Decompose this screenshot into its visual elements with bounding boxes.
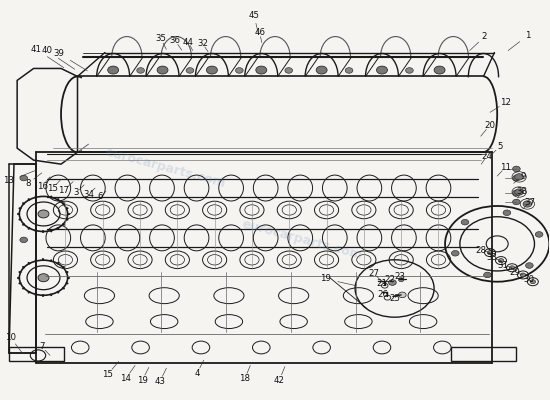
Circle shape	[235, 68, 243, 73]
Circle shape	[520, 273, 526, 277]
Circle shape	[513, 199, 520, 205]
Circle shape	[398, 278, 404, 282]
Text: 46: 46	[254, 28, 265, 37]
Text: 44: 44	[183, 38, 194, 47]
Text: 1: 1	[525, 31, 530, 40]
Text: 15: 15	[102, 370, 113, 379]
Circle shape	[515, 189, 524, 195]
Text: 9: 9	[520, 172, 526, 180]
Circle shape	[388, 280, 396, 285]
Circle shape	[515, 174, 524, 180]
Circle shape	[256, 66, 267, 74]
Text: 33: 33	[487, 253, 498, 262]
Text: 24: 24	[481, 152, 492, 161]
Text: 17: 17	[58, 186, 69, 195]
Circle shape	[483, 272, 491, 278]
Circle shape	[452, 250, 459, 256]
Text: 43: 43	[155, 377, 166, 386]
Circle shape	[285, 68, 293, 73]
Circle shape	[526, 263, 533, 268]
Circle shape	[20, 237, 28, 243]
Text: 38: 38	[516, 187, 527, 196]
Text: 26: 26	[377, 290, 388, 298]
Text: 32: 32	[197, 39, 208, 48]
Polygon shape	[9, 164, 36, 354]
Text: 35: 35	[156, 34, 167, 44]
Text: 41: 41	[31, 45, 42, 54]
Text: 37: 37	[524, 198, 535, 207]
Text: 19: 19	[137, 376, 147, 385]
Circle shape	[434, 66, 445, 74]
Circle shape	[377, 66, 387, 74]
Text: 18: 18	[239, 374, 250, 383]
Text: 8: 8	[25, 179, 31, 188]
Circle shape	[530, 280, 536, 284]
Circle shape	[405, 68, 413, 73]
Text: 7: 7	[39, 342, 45, 351]
Circle shape	[316, 66, 327, 74]
Text: 13: 13	[3, 176, 14, 185]
Circle shape	[498, 258, 504, 262]
Text: 25: 25	[389, 294, 400, 302]
Text: 40: 40	[42, 46, 53, 56]
Circle shape	[206, 66, 217, 74]
Text: 16: 16	[37, 182, 48, 190]
Circle shape	[487, 251, 493, 255]
Text: 42: 42	[274, 376, 285, 385]
Text: 5: 5	[497, 142, 503, 151]
Text: eurocarparts.com: eurocarparts.com	[241, 218, 364, 262]
Text: 3: 3	[74, 188, 79, 197]
Text: 11: 11	[500, 163, 511, 172]
Circle shape	[398, 292, 406, 298]
Circle shape	[186, 68, 194, 73]
Text: 15: 15	[47, 184, 58, 192]
Text: 22: 22	[384, 275, 395, 284]
Circle shape	[461, 219, 469, 225]
Circle shape	[513, 190, 520, 196]
Text: 14: 14	[120, 374, 131, 383]
Circle shape	[157, 66, 168, 74]
Text: 28: 28	[476, 246, 487, 255]
Text: 31: 31	[498, 261, 509, 270]
Text: 12: 12	[500, 98, 511, 107]
Text: 4: 4	[194, 369, 200, 378]
Circle shape	[513, 166, 520, 172]
Text: 29: 29	[510, 268, 521, 277]
Text: 23: 23	[394, 272, 405, 281]
Circle shape	[513, 175, 520, 181]
Circle shape	[503, 210, 511, 216]
Text: 34: 34	[83, 190, 94, 199]
Text: 21: 21	[376, 279, 387, 288]
Circle shape	[38, 274, 49, 282]
Text: eurocarparts.com: eurocarparts.com	[103, 146, 227, 190]
Text: 10: 10	[5, 333, 16, 342]
Circle shape	[523, 201, 532, 207]
Text: 39: 39	[53, 49, 64, 58]
Circle shape	[137, 68, 145, 73]
Circle shape	[509, 266, 515, 270]
Text: 20: 20	[485, 120, 496, 130]
Circle shape	[38, 210, 49, 218]
Text: 2: 2	[482, 32, 487, 41]
Text: 30: 30	[523, 275, 534, 284]
Text: 45: 45	[249, 11, 260, 20]
Circle shape	[345, 68, 353, 73]
Text: 27: 27	[368, 269, 379, 278]
Text: 6: 6	[98, 192, 103, 201]
Circle shape	[20, 175, 28, 181]
Text: 19: 19	[320, 274, 331, 284]
Circle shape	[108, 66, 119, 74]
Circle shape	[535, 232, 543, 237]
Text: 36: 36	[169, 36, 180, 45]
